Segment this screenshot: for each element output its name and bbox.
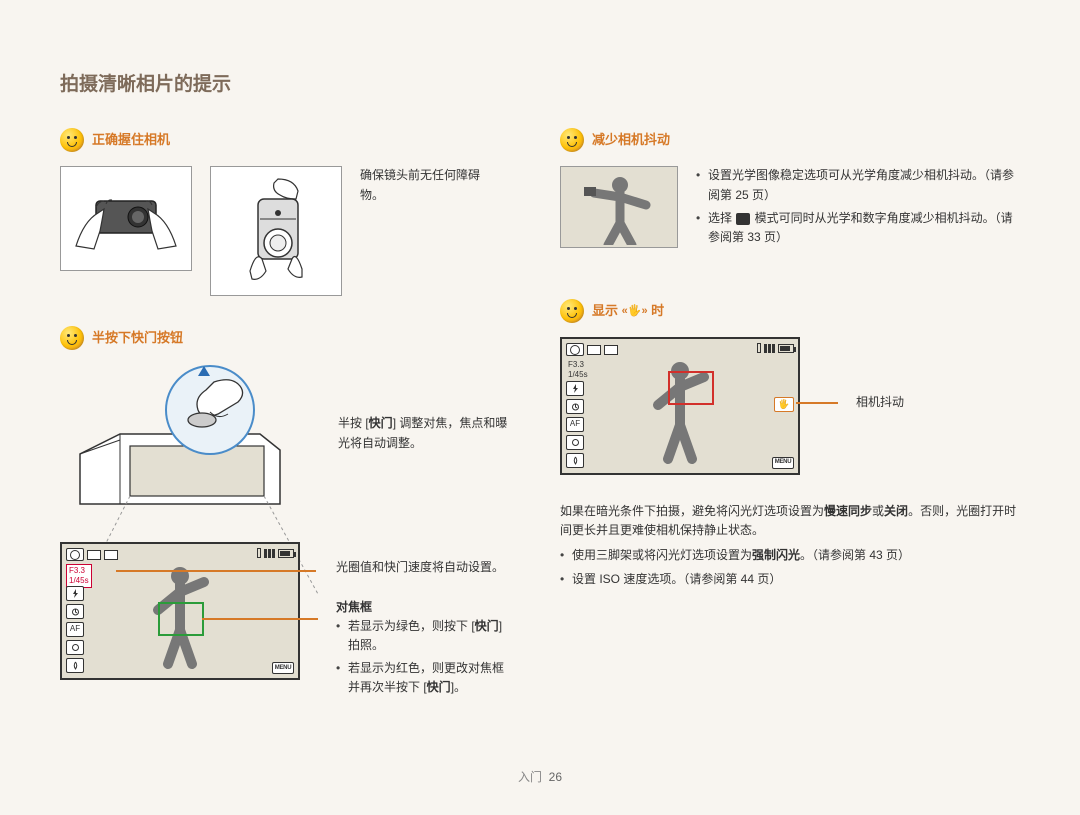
b: 慢速同步 [824,504,872,518]
shake-hand-icon: «🖐» [622,303,648,321]
mini-icon [604,345,618,355]
shake-indicator-icon: 🖐 [774,397,794,412]
right-column: 减少相机抖动 设置光学图像稳定选项可从光学角度减少相机抖动。（请参阅第 25 页… [560,128,1020,719]
section1-text: 确保镜头前无任何障碍物。 [360,166,490,204]
focus-bullets: 若显示为绿色，则按下 [快门] 拍照。 若显示为红色，则更改对焦框并再次半按下 … [336,617,506,698]
face-icon [66,640,84,655]
callout-shake: 相机抖动 [856,393,904,412]
section4-bullets: 使用三脚架或将闪光灯选项设置为强制闪光。（请参阅第 43 页） 设置 ISO 速… [560,546,1020,588]
left-column: 正确握住相机 [60,128,520,719]
grip-illustration-2 [210,166,342,296]
aperture-value: F3.3 [568,360,588,370]
shake-lcd-row: F3.3 1/45s AF [560,337,1020,482]
smiley-icon [560,128,584,152]
lcd-side-icons: AF [566,381,584,468]
bullet: 使用三脚架或将闪光灯选项设置为强制闪光。（请参阅第 43 页） [560,546,1020,565]
camera-lcd-red: F3.3 1/45s AF [560,337,800,475]
t: 选择 [708,211,735,225]
smiley-icon [60,128,84,152]
t: 或 [872,504,884,518]
battery-icon [778,344,794,353]
t: ]。 [451,680,466,694]
macro-icon: AF [66,622,84,637]
section4-paragraph: 如果在暗光条件下拍摄，避免将闪光灯选项设置为慢速同步或关闭。否则，光圈打开时间更… [560,502,1020,540]
section-title: 正确握住相机 [92,130,170,151]
t: 。（请参阅第 43 页） [800,548,910,562]
focus-box-red [668,371,714,405]
mini-icon [87,550,101,560]
page-footer: 入门 26 [0,768,1080,787]
manual-page: 拍摄清晰相片的提示 正确握住相机 [0,0,1080,760]
bold: 快门 [369,416,393,430]
flash-icon [566,381,584,396]
lcd-row: F3.3 1/45s AF [60,542,520,701]
shutter-value: 1/45s [568,370,588,380]
section-title: 减少相机抖动 [592,130,670,151]
section-heading: 正确握住相机 [60,128,520,152]
hold-camera-row: 确保镜头前无任何障碍物。 [60,166,520,296]
bullet: 选择 模式可同时从光学和数字角度减少相机抖动。（请参阅第 33 页） [696,209,1020,247]
menu-button: MENU [272,662,294,674]
b: 快门 [427,680,451,694]
callout-exposure: 光圈值和快门速度将自动设置。 [336,558,506,577]
mode-icon [66,548,84,561]
t: 使用三脚架或将闪光灯选项设置为 [572,548,752,562]
page-title: 拍摄清晰相片的提示 [60,70,1020,100]
section-heading: 显示 «🖐» 时 [560,299,1020,323]
footer-section: 入门 [518,770,542,784]
section-title: 显示 «🖐» 时 [592,301,664,322]
exposure-info: F3.3 1/45s [66,564,92,587]
footer-page-number: 26 [549,770,562,784]
exposure-info: F3.3 1/45s [566,359,590,380]
ois-icon [566,453,584,468]
lcd-topright [757,343,794,353]
section-heading: 半按下快门按钮 [60,326,520,350]
face-icon [566,435,584,450]
lcd-side-icons: AF [66,586,84,673]
t: 显示 [592,303,622,318]
two-column-layout: 正确握住相机 [60,128,1020,719]
mini-icon [104,550,118,560]
camera-lcd-green: F3.3 1/45s AF [60,542,300,680]
t: 如果在暗光条件下拍摄，避免将闪光灯选项设置为 [560,504,824,518]
t: 若显示为绿色，则按下 [ [348,619,475,633]
smiley-icon [60,326,84,350]
timer-icon [566,399,584,414]
t: 模式可同时从光学和数字角度减少相机抖动。（请参阅第 33 页） [708,211,1013,244]
t: 时 [648,303,665,318]
lcd-topleft [566,343,618,356]
reduce-shake-row: 设置光学图像稳定选项可从光学角度减少相机抖动。（请参阅第 25 页） 选择 模式… [560,166,1020,251]
half-press-row: 半按 [快门] 调整对焦，焦点和曝光将自动调整。 [60,364,520,524]
dual-mode-icon [736,213,750,225]
reduce-shake-bullets: 设置光学图像稳定选项可从光学角度减少相机抖动。（请参阅第 25 页） 选择 模式… [696,166,1020,251]
t: 半按 [ [338,416,369,430]
focus-box-subtitle: 对焦框 [336,598,506,617]
bullet: 设置 ISO 速度选项。（请参阅第 44 页） [560,570,1020,589]
b: 关闭 [884,504,908,518]
b: 快门 [475,619,499,633]
battery-icon [278,549,294,558]
grip-illustration-1 [60,166,192,271]
flash-icon [66,586,84,601]
lcd-topright [257,548,294,558]
shutter-value: 1/45s [69,576,89,586]
timer-icon [66,604,84,619]
smiley-icon [560,299,584,323]
macro-icon: AF [566,417,584,432]
shake-illustration [560,166,678,248]
mini-icon [587,345,601,355]
focus-box-green [158,602,204,636]
section-heading: 减少相机抖动 [560,128,1020,152]
bullet: 设置光学图像稳定选项可从光学角度减少相机抖动。（请参阅第 25 页） [696,166,1020,204]
section-title: 半按下快门按钮 [92,328,183,349]
lcd-topleft [66,548,118,561]
aperture-value: F3.3 [69,566,89,576]
section2-text: 半按 [快门] 调整对焦，焦点和曝光将自动调整。 [338,414,518,452]
menu-button: MENU [772,457,794,469]
half-press-illustration [60,364,310,524]
ois-icon [66,658,84,673]
mode-icon [566,343,584,356]
b: 强制闪光 [752,548,800,562]
